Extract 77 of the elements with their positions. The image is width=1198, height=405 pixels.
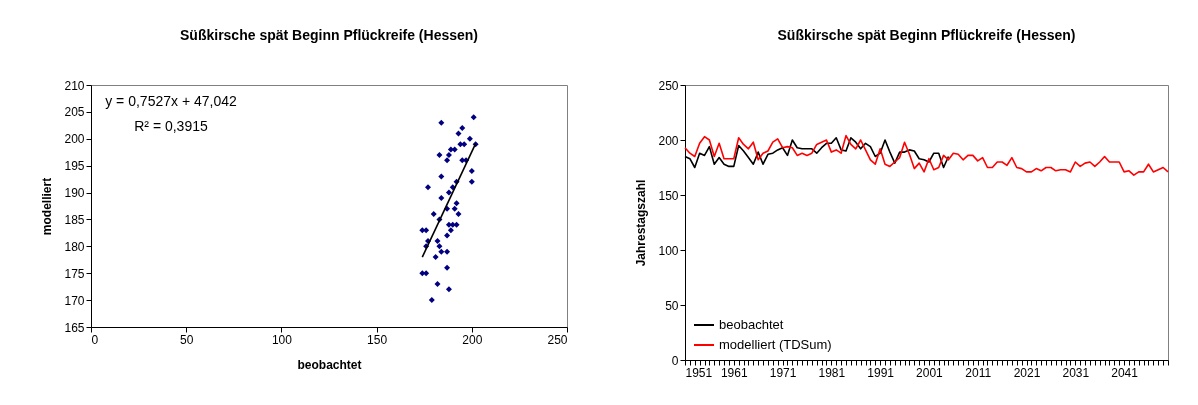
y-tick-label: 170 — [64, 293, 85, 308]
y-tick-label: 175 — [64, 266, 85, 281]
x-tick-label: 150 — [367, 332, 388, 347]
y-tick-label: 200 — [64, 132, 85, 147]
point — [438, 173, 445, 180]
point — [432, 254, 439, 261]
point — [470, 114, 477, 121]
point — [451, 146, 458, 153]
x-tick-label: 200 — [462, 332, 483, 347]
x-tick-label: 2021 — [1013, 365, 1041, 380]
x-tick-label: 1981 — [818, 365, 846, 380]
point — [453, 200, 460, 207]
point — [428, 297, 435, 304]
point — [423, 227, 430, 234]
point — [430, 211, 437, 218]
x-tick-label: 100 — [271, 332, 293, 347]
point — [438, 119, 445, 126]
x-tick-label: 1951 — [685, 365, 713, 380]
point — [455, 211, 462, 218]
y-tick-label: 0 — [671, 353, 679, 368]
point — [425, 184, 432, 191]
annotation: y = 0,7527x + 47,042 — [105, 93, 237, 109]
x-tick-label: 0 — [91, 332, 99, 347]
point — [444, 264, 451, 271]
legend-label: beobachtet — [719, 317, 784, 332]
x-tick-label: 1971 — [769, 365, 797, 380]
point — [468, 178, 475, 185]
y-tick-label: 150 — [658, 188, 679, 203]
point — [445, 151, 452, 158]
point — [447, 227, 454, 234]
y-tick-label: 195 — [64, 159, 85, 174]
x-tick-label: 1991 — [867, 365, 895, 380]
point — [466, 135, 473, 142]
y-axis-title: Jahrestagszahl — [634, 179, 649, 267]
point — [434, 280, 441, 287]
point — [449, 184, 456, 191]
x-tick-label: 2041 — [1111, 365, 1139, 380]
point — [444, 248, 451, 255]
point — [444, 157, 451, 164]
x-tick-label: 50 — [180, 332, 194, 347]
point — [445, 189, 452, 196]
x-tick-label: 2011 — [965, 365, 992, 380]
legend-label: modelliert (TDSum) — [719, 337, 832, 352]
y-tick-label: 200 — [658, 133, 679, 148]
point — [459, 125, 466, 132]
y-tick-label: 185 — [64, 212, 85, 227]
annotation: R² = 0,3915 — [134, 118, 208, 134]
point — [434, 237, 441, 244]
y-tick-label: 250 — [658, 78, 679, 93]
x-tick-label: 250 — [547, 332, 568, 347]
y-tick-label: 100 — [658, 243, 679, 258]
y-tick-label: 205 — [64, 105, 85, 120]
x-tick-label: 2001 — [916, 365, 944, 380]
x-axis-title: beobachtet — [297, 357, 362, 372]
point — [451, 205, 458, 212]
y-axis-title: modelliert — [40, 177, 55, 236]
y-tick-label: 180 — [64, 239, 85, 254]
point — [461, 141, 468, 148]
point — [455, 130, 462, 137]
point — [438, 194, 445, 201]
x-tick-label: 2031 — [1062, 365, 1090, 380]
point — [445, 286, 452, 293]
chart-title: Süßkirsche spät Beginn Pflückreife (Hessen) — [777, 27, 1076, 43]
chart-title: Süßkirsche spät Beginn Pflückreife (Hessen) — [180, 27, 478, 43]
point — [438, 248, 445, 255]
y-tick-label: 50 — [665, 298, 679, 313]
y-tick-label: 210 — [64, 78, 85, 93]
x-tick-label: 1961 — [720, 365, 748, 380]
line-series — [684, 134, 1169, 176]
point — [468, 168, 475, 175]
point — [436, 151, 443, 158]
y-tick-label: 190 — [64, 186, 85, 201]
point — [453, 221, 460, 228]
point — [444, 232, 451, 239]
y-tick-label: 165 — [64, 320, 85, 335]
point — [423, 270, 430, 277]
point — [436, 243, 443, 250]
